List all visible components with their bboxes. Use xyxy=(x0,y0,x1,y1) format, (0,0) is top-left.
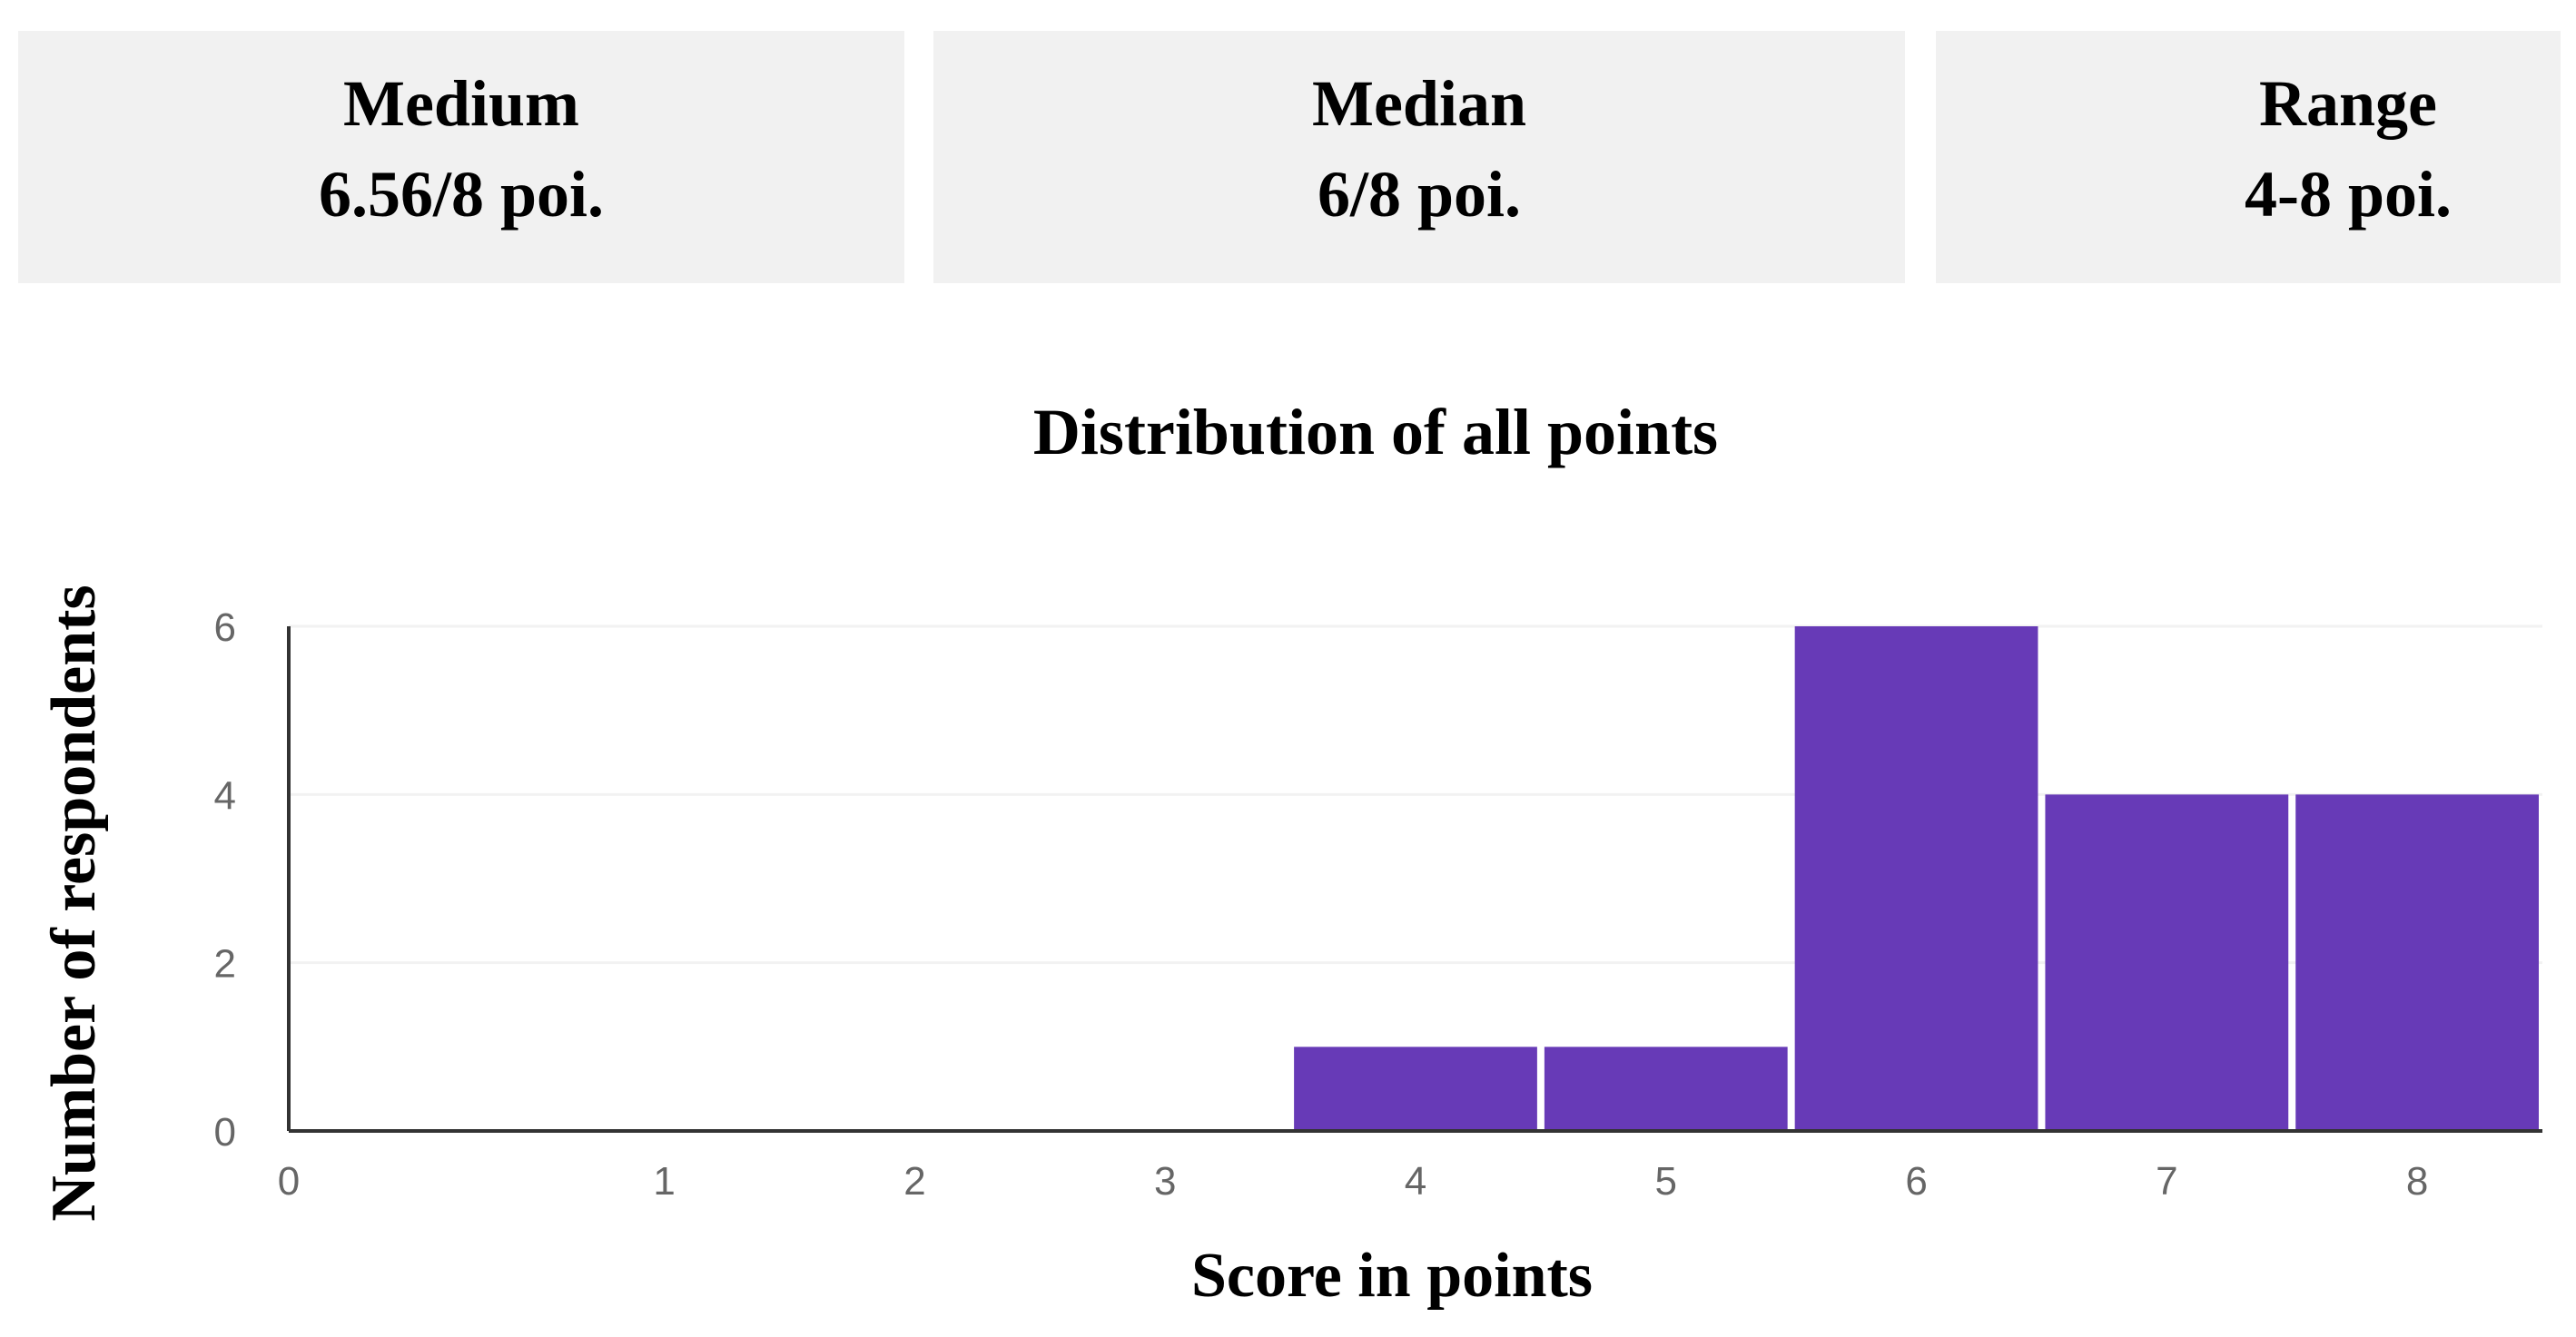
mean-score-card: Medium 6.56/8 poi. xyxy=(18,31,904,283)
x-tick-label-1: 1 xyxy=(653,1159,675,1204)
bar-score-5 xyxy=(1544,1047,1788,1131)
x-tick-label-6: 6 xyxy=(1905,1159,1927,1204)
y-axis-title: Number of respondents xyxy=(39,585,109,1221)
y-tick-label-2: 2 xyxy=(214,942,236,987)
bar-score-7 xyxy=(2045,794,2289,1131)
tick-labels: 0 1 2 3 4 5 6 7 8 0 2 4 6 xyxy=(214,605,2429,1204)
range-score-card: Range 4-8 poi. xyxy=(1936,31,2561,283)
x-tick-label-5: 5 xyxy=(1655,1159,1677,1204)
median-score-label: Median xyxy=(1311,67,1526,140)
y-tick-label-4: 4 xyxy=(214,773,236,818)
median-score-value: 6/8 poi. xyxy=(1317,158,1522,231)
x-tick-label-8: 8 xyxy=(2406,1159,2428,1204)
chart-title: Distribution of all points xyxy=(1032,396,1719,468)
y-tick-label-6: 6 xyxy=(214,605,236,650)
x-tick-label-0: 0 xyxy=(278,1159,300,1204)
x-tick-label-4: 4 xyxy=(1405,1159,1426,1204)
bar-score-4 xyxy=(1294,1047,1537,1131)
mean-score-value: 6.56/8 poi. xyxy=(318,158,605,231)
mean-score-label: Medium xyxy=(343,67,579,140)
y-tick-label-0: 0 xyxy=(214,1110,236,1155)
x-tick-label-2: 2 xyxy=(903,1159,925,1204)
x-axis-title: Score in points xyxy=(1191,1241,1593,1311)
x-tick-label-3: 3 xyxy=(1154,1159,1176,1204)
bar-score-8 xyxy=(2295,794,2539,1131)
median-score-card: Median 6/8 poi. xyxy=(933,31,1905,283)
range-score-label: Range xyxy=(2259,67,2437,140)
bar-score-6 xyxy=(1794,626,2038,1131)
x-tick-label-7: 7 xyxy=(2156,1159,2177,1204)
axes xyxy=(287,626,2542,1133)
range-score-value: 4-8 poi. xyxy=(2244,158,2453,231)
bars xyxy=(1294,626,2539,1131)
